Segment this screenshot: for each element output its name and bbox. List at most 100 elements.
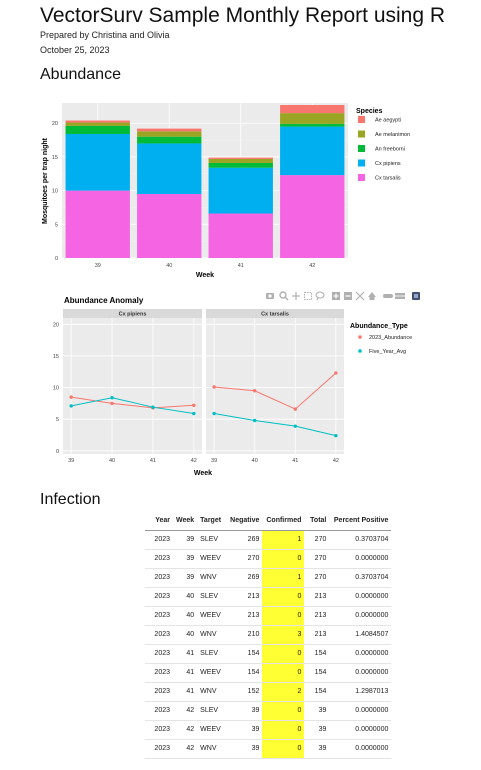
anomaly-legend-title: Abundance_Type <box>350 323 408 330</box>
cell-total: 154 <box>304 644 330 664</box>
bar-legend-title: Species <box>356 108 383 115</box>
cell-week: 41 <box>173 663 198 683</box>
lasso-icon[interactable] <box>315 291 325 301</box>
bar-segment[interactable] <box>137 131 202 137</box>
anomaly-data-point[interactable] <box>212 385 216 389</box>
anomaly-series-line[interactable] <box>71 397 194 415</box>
bar-segment[interactable] <box>137 136 202 144</box>
bar-segment[interactable] <box>208 158 273 163</box>
reset-axes-icon[interactable] <box>368 292 376 300</box>
bar-legend-label[interactable]: An freeborni <box>375 147 405 153</box>
bar-segment[interactable] <box>280 113 345 124</box>
anomaly-legend-label[interactable]: Five_Year_Avg <box>369 349 406 355</box>
cell-percent-positive: 0.0000000 <box>329 587 392 607</box>
anomaly-data-point[interactable] <box>110 401 114 406</box>
cell-target: WNV <box>197 568 228 588</box>
cell-target: SLEV <box>197 644 228 664</box>
anomaly-ytick-label: 20 <box>53 322 59 328</box>
bar-legend-swatch <box>358 130 365 138</box>
facet-strip-label: Cx tarsalis <box>261 312 289 318</box>
abundance-heading: Abundance <box>40 66 121 83</box>
anomaly-data-point[interactable] <box>192 403 196 407</box>
anomaly-data-point[interactable] <box>69 395 73 399</box>
bar-segment[interactable] <box>65 125 130 134</box>
col-header-percent-positive: Percent Positive <box>329 512 392 531</box>
table-row: 2023 40 WNV 210 3 213 1.4084507 <box>145 625 392 645</box>
box-select-icon[interactable] <box>304 292 312 300</box>
anomaly-data-point[interactable] <box>69 404 73 408</box>
bar-legend-label[interactable]: Cx pipiens <box>375 161 401 167</box>
bar-segment[interactable] <box>65 190 130 258</box>
bar-segment[interactable] <box>280 123 345 127</box>
bar-segment[interactable] <box>280 126 345 176</box>
camera-icon[interactable] <box>266 293 274 299</box>
cell-year: 2023 <box>145 720 173 740</box>
anomaly-data-point[interactable] <box>293 424 297 428</box>
cell-target: WEEV <box>197 549 228 569</box>
cell-negative: 154 <box>227 644 263 664</box>
anomaly-ytick-label: 5 <box>56 417 59 423</box>
bar-legend-label[interactable]: Ae aegypti <box>375 118 401 124</box>
facet-strip <box>206 309 344 318</box>
facet-strip-label: Cx pipiens <box>119 312 147 318</box>
anomaly-data-point[interactable] <box>212 411 216 416</box>
autoscale-icon[interactable] <box>355 291 365 301</box>
anomaly-data-point[interactable] <box>334 433 338 438</box>
bar-xtick-label: 42 <box>309 263 315 269</box>
bar-chart-ylabel: Mosquitoes per trap night <box>42 137 49 224</box>
spike-lines-icon[interactable] <box>383 294 393 298</box>
anomaly-legend-marker <box>358 335 362 339</box>
anomaly-data-point[interactable] <box>151 405 155 409</box>
anomaly-data-point[interactable] <box>253 418 257 423</box>
anomaly-xtick-label: 42 <box>191 458 197 464</box>
cell-percent-positive: 0.0000000 <box>329 663 392 683</box>
anomaly-series-line[interactable] <box>214 372 337 410</box>
anomaly-data-point[interactable] <box>253 389 257 393</box>
anomaly-series-line[interactable] <box>71 396 194 409</box>
bar-legend-label[interactable]: Ae melanimon <box>375 132 410 138</box>
anomaly-legend-label[interactable]: 2023_Abundance <box>369 335 412 341</box>
bar-chart-xlabel: Week <box>196 272 214 279</box>
zoom-out-icon[interactable] <box>344 292 352 300</box>
bar-segment[interactable] <box>65 122 130 126</box>
bar-segment[interactable] <box>280 105 345 114</box>
infection-table-header-row: Year Week Target Negative Confirmed Tota… <box>145 512 392 531</box>
table-row: 2023 39 WNV 269 1 270 0.3703704 <box>145 568 392 588</box>
anomaly-data-point[interactable] <box>192 411 196 416</box>
bar-segment[interactable] <box>208 157 273 159</box>
cell-total: 270 <box>304 530 330 550</box>
bar-segment[interactable] <box>208 162 273 168</box>
bar-segment[interactable] <box>137 143 202 194</box>
table-row: 2023 41 WNV 152 2 154 1.2987013 <box>145 682 392 702</box>
anomaly-xtick-label: 40 <box>252 458 258 464</box>
cell-target: WEEV <box>197 663 228 683</box>
bar-xtick-label: 40 <box>166 263 172 269</box>
compare-hover-icon[interactable] <box>395 293 405 299</box>
bar-segment[interactable] <box>65 120 130 123</box>
pan-icon[interactable] <box>292 292 300 300</box>
cell-percent-positive: 0.0000000 <box>329 720 392 740</box>
bar-segment[interactable] <box>65 134 130 191</box>
anomaly-data-point[interactable] <box>334 371 338 375</box>
bar-segment[interactable] <box>137 193 202 258</box>
bar-segment[interactable] <box>208 213 273 258</box>
anomaly-xtick-label: 41 <box>150 458 156 464</box>
cell-week: 40 <box>173 587 198 607</box>
zoom-in-icon[interactable] <box>332 292 340 300</box>
cell-total: 39 <box>304 720 330 740</box>
bar-ytick-label: 0 <box>55 256 58 262</box>
plotly-logo-icon[interactable] <box>412 292 420 300</box>
bar-segment[interactable] <box>280 175 345 258</box>
anomaly-data-point[interactable] <box>110 396 114 400</box>
bar-segment[interactable] <box>137 128 202 132</box>
cell-total: 213 <box>304 625 330 645</box>
anomaly-series-line[interactable] <box>214 413 336 437</box>
anomaly-data-point[interactable] <box>293 407 297 411</box>
table-row: 2023 40 WEEV 213 0 213 0.0000000 <box>145 606 392 626</box>
zoom-icon[interactable] <box>279 291 289 301</box>
cell-percent-positive: 0.0000000 <box>329 644 392 664</box>
bar-segment[interactable] <box>208 167 273 214</box>
bar-legend-swatch <box>358 174 365 181</box>
bar-legend-label[interactable]: Cx tarsalis <box>375 176 401 182</box>
table-row: 2023 42 SLEV 39 0 39 0.0000000 <box>145 701 392 721</box>
